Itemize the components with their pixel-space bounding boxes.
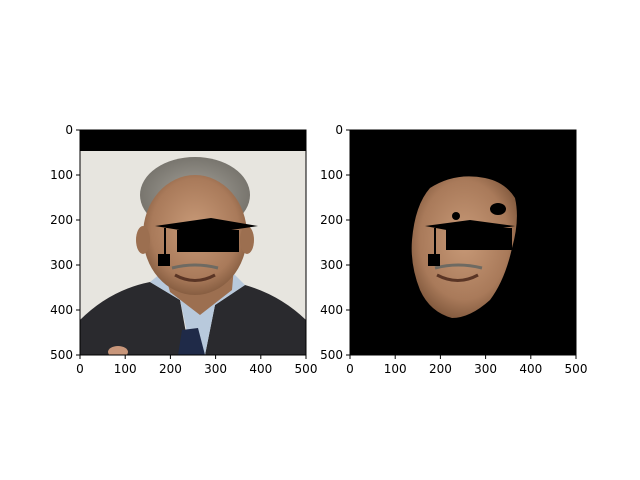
left-xtick-label: 100 (114, 362, 137, 376)
left-xtick-label: 400 (249, 362, 272, 376)
left-ytick-label: 0 (65, 123, 73, 137)
left-ytick-label: 200 (50, 213, 73, 227)
left-x-ticks: 0 100 200 300 400 500 (76, 355, 317, 376)
left-xtick-label: 0 (76, 362, 84, 376)
left-xtick-label: 200 (159, 362, 182, 376)
left-ytick-label: 100 (50, 168, 73, 182)
left-xtick-label: 300 (204, 362, 227, 376)
left-y-ticks: 0 100 200 300 400 500 (50, 123, 80, 362)
left-photo (80, 130, 306, 355)
left-ytick-label: 300 (50, 258, 73, 272)
left-ytick-label: 500 (50, 348, 73, 362)
left-xtick-label: 500 (295, 362, 318, 376)
left-ytick-label: 400 (50, 303, 73, 317)
